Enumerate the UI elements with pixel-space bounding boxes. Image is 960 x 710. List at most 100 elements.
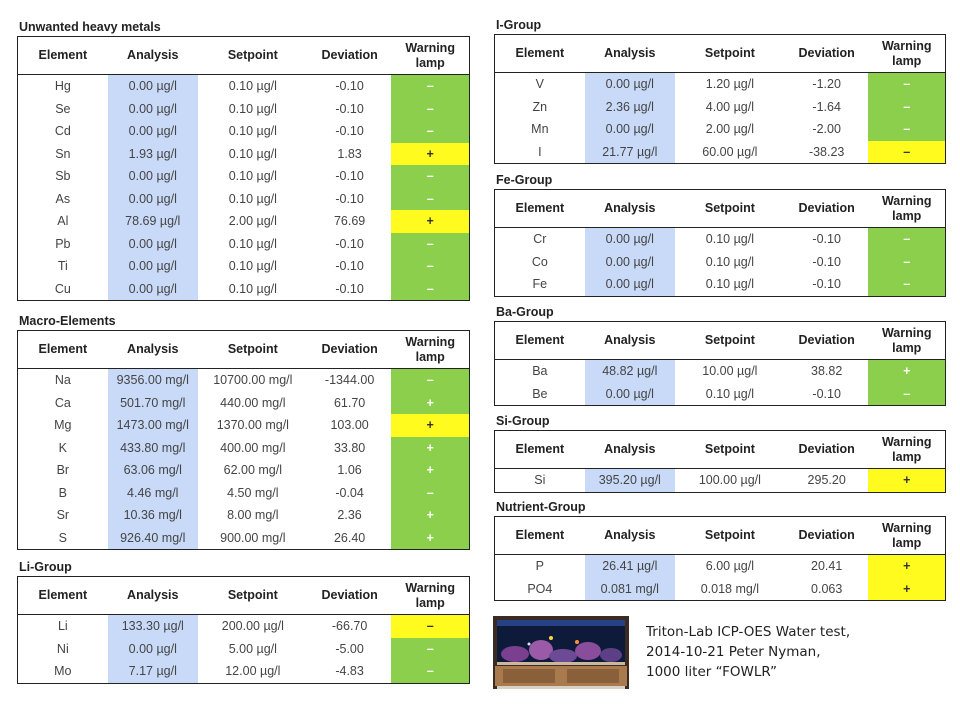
header-analysis: Analysis (107, 576, 198, 615)
plus-icon: + (426, 395, 434, 410)
element-cell: Sb (55, 169, 71, 184)
element-cell: Fe (532, 277, 548, 292)
header-deviation: Deviation (307, 36, 392, 75)
section-macro-elements: Macro-Elements Element Analysis Setpoint Dev… (17, 312, 470, 550)
deviation-cell: 103.00 (330, 418, 369, 433)
element-cell: Na (54, 373, 71, 388)
table-row: Co 0.00 µg/l 0.10 µg/l -0.10 – (495, 250, 946, 273)
minus-icon: – (426, 124, 434, 139)
table-row: K 433.80 mg/l 400.00 mg/l 33.80 + (18, 436, 470, 459)
setpoint-cell: 6.00 µg/l (705, 559, 754, 574)
table-row: I 21.77 µg/l 60.00 µg/l -38.23 – (495, 140, 946, 164)
analysis-cell: 926.40 mg/l (107, 526, 198, 550)
analysis-cell: 0.00 µg/l (107, 165, 198, 188)
table-header: Element Analysis Setpoint Deviation Warning … (494, 430, 946, 469)
analysis-cell: 4.46 mg/l (107, 481, 198, 504)
element-cell: Cu (54, 281, 71, 296)
warning-lamp-green: + (391, 391, 470, 414)
setpoint-cell: 12.00 µg/l (225, 664, 281, 679)
element-cell: As (55, 191, 71, 206)
warning-lamp-green: – (391, 74, 470, 98)
analysis-cell: 1473.00 mg/l (107, 414, 198, 437)
deviation-cell: 20.41 (811, 559, 843, 574)
minus-icon: – (426, 619, 434, 634)
plus-icon: + (426, 530, 434, 545)
header-setpoint: Setpoint (197, 576, 308, 615)
setpoint-cell: 0.10 µg/l (228, 101, 277, 116)
table-row: Sb 0.00 µg/l 0.10 µg/l -0.10 – (18, 165, 470, 188)
element-cell: V (535, 77, 545, 92)
warning-lamp-green: – (868, 273, 946, 296)
header-analysis: Analysis (584, 189, 675, 228)
table-row: V 0.00 µg/l 1.20 µg/l -1.20 – (495, 72, 946, 96)
section-title: Nutrient-Group (496, 500, 586, 514)
plus-icon: + (426, 146, 434, 161)
setpoint-cell: 0.018 mg/l (700, 581, 760, 596)
table-row: P 26.41 µg/l 6.00 µg/l 20.41 + (495, 554, 946, 578)
element-cell: Cd (54, 124, 71, 139)
warning-lamp-yellow: + (391, 142, 470, 165)
plus-icon: + (903, 473, 911, 488)
header-element: Element (494, 321, 585, 360)
analysis-cell: 0.00 µg/l (584, 250, 675, 273)
warning-lamp-green: + (391, 504, 470, 527)
plus-icon: + (903, 581, 911, 596)
warning-lamp-green: – (868, 95, 946, 118)
header-element: Element (494, 189, 585, 228)
warning-lamp-yellow: + (391, 210, 470, 233)
header-element: Element (17, 330, 108, 369)
caption-line-1: Triton-Lab ICP-OES Water test, (646, 624, 851, 640)
table-row: Zn 2.36 µg/l 4.00 µg/l -1.64 – (495, 95, 946, 118)
header-deviation: Deviation (784, 189, 869, 228)
table-row: Ni 0.00 µg/l 5.00 µg/l -5.00 – (18, 637, 470, 660)
element-cell: PO4 (527, 581, 553, 596)
table-row: Al 78.69 µg/l 2.00 µg/l 76.69 + (18, 210, 470, 233)
analysis-cell: 0.081 mg/l (584, 577, 675, 601)
section-si-group: Si-Group Element Analysis Setpoint Deviation… (494, 412, 946, 493)
deviation-cell: -1.20 (812, 77, 841, 92)
setpoint-cell: 900.00 mg/l (220, 530, 286, 545)
table-row: Mo 7.17 µg/l 12.00 µg/l -4.83 – (18, 660, 470, 683)
element-cell: Mn (531, 122, 549, 137)
analysis-cell: 0.00 µg/l (584, 118, 675, 141)
table-header: Element Analysis Setpoint Deviation Warning … (494, 189, 946, 228)
deviation-cell: -0.10 (335, 259, 364, 274)
section-title: Macro-Elements (19, 314, 116, 328)
header-analysis: Analysis (584, 516, 675, 555)
element-cell: S (58, 530, 67, 545)
setpoint-cell: 4.00 µg/l (705, 99, 754, 114)
setpoint-cell: 0.10 µg/l (705, 386, 754, 401)
header-setpoint: Setpoint (197, 36, 308, 75)
setpoint-cell: 2.00 µg/l (705, 122, 754, 137)
deviation-cell: 61.70 (333, 395, 366, 410)
header-analysis: Analysis (584, 430, 675, 469)
warning-lamp-green: – (868, 118, 946, 141)
element-cell: Ba (532, 364, 548, 379)
element-cell: B (58, 485, 67, 500)
minus-icon: – (426, 664, 434, 679)
header-setpoint: Setpoint (674, 430, 785, 469)
minus-icon: – (903, 122, 911, 137)
minus-icon: – (426, 169, 434, 184)
minus-icon: – (426, 259, 434, 274)
table-row: Ca 501.70 mg/l 440.00 mg/l 61.70 + (18, 391, 470, 414)
header-warning-lamp: Warning lamp (391, 36, 470, 75)
minus-icon: – (903, 277, 911, 292)
deviation-cell: -38.23 (808, 144, 845, 159)
table-row: Sn 1.93 µg/l 0.10 µg/l 1.83 + (18, 142, 470, 165)
table-row: Si 395.20 µg/l 100.00 µg/l 295.20 + (495, 468, 946, 492)
element-cell: Mg (54, 418, 72, 433)
results-table: Element Analysis Setpoint Deviation Warning … (494, 430, 946, 493)
setpoint-cell: 200.00 µg/l (221, 619, 284, 634)
analysis-cell: 433.80 mg/l (107, 436, 198, 459)
deviation-cell: -0.10 (812, 386, 841, 401)
warning-lamp-green: – (868, 227, 946, 251)
deviation-cell: -4.83 (335, 664, 364, 679)
minus-icon: – (426, 79, 434, 94)
element-cell: Se (55, 101, 71, 116)
section-unwanted-heavy-metals: Unwanted heavy metals Element Analysis Setp… (17, 18, 470, 301)
deviation-cell: -2.00 (812, 122, 841, 137)
setpoint-cell: 0.10 µg/l (228, 169, 277, 184)
setpoint-cell: 0.10 µg/l (228, 281, 277, 296)
deviation-cell: -0.10 (812, 232, 841, 247)
